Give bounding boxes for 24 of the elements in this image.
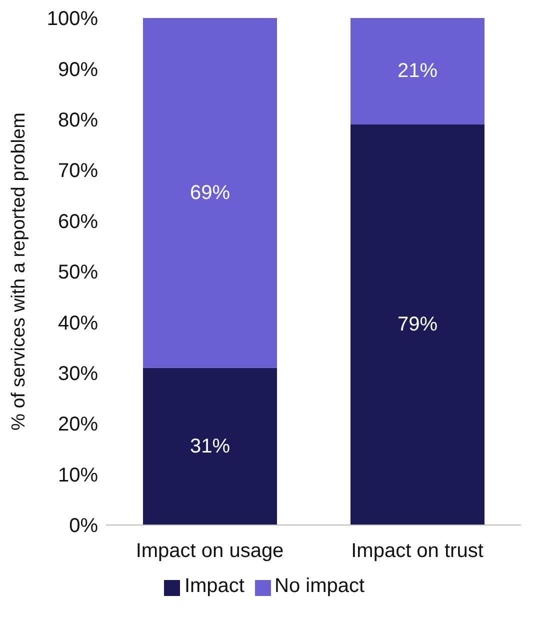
y-tick-label: 90%: [58, 58, 98, 81]
y-tick-label: 60%: [58, 210, 98, 233]
y-tick-label: 70%: [58, 160, 98, 182]
bar: [350, 124, 484, 525]
y-tick-label: 30%: [58, 363, 98, 385]
y-tick-label: 20%: [58, 414, 98, 436]
data-label: 31%: [190, 435, 230, 458]
y-tick-label: 10%: [58, 464, 98, 486]
y-tick-label: 80%: [58, 110, 98, 132]
bar: [350, 18, 484, 124]
data-label: 79%: [397, 314, 438, 336]
y-axis-title: % of services with a reported problem: [8, 112, 30, 430]
y-tick-label: 100%: [46, 8, 98, 30]
y-tick-label: 50%: [58, 262, 98, 284]
y-tick-label: 40%: [58, 312, 98, 334]
data-label: 69%: [190, 182, 230, 204]
bar: [143, 18, 277, 368]
x-tick-label: Impact on trust: [351, 540, 484, 562]
data-label: 21%: [397, 60, 438, 82]
bar: [143, 368, 277, 525]
legend-label: Impact: [184, 575, 244, 597]
x-tick-label: Impact on usage: [136, 540, 284, 562]
y-tick-label: 0%: [69, 515, 98, 538]
legend-label: No impact: [274, 575, 365, 597]
